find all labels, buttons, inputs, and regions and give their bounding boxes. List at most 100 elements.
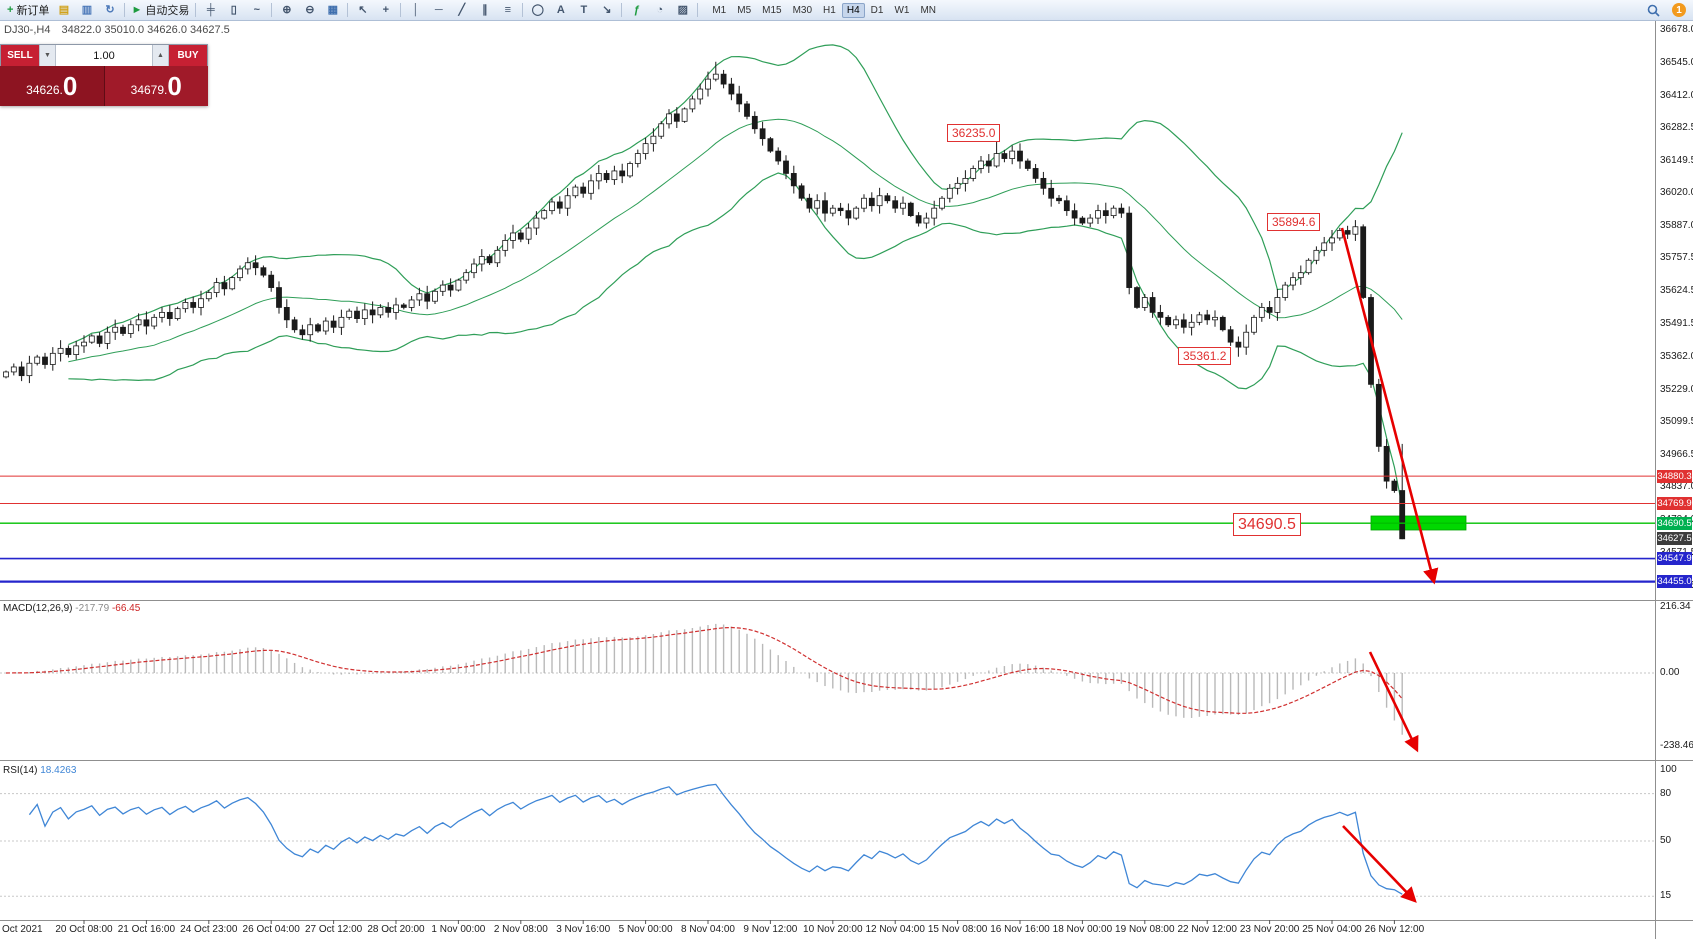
toolbar-divider: [347, 3, 349, 17]
notifications-badge[interactable]: 1: [1672, 3, 1686, 17]
auto-trading-button[interactable]: ► 自动交易: [128, 1, 192, 20]
arrow-tool-icon[interactable]: ↘: [595, 1, 618, 20]
time-axis-label[interactable]: 27 Oct 12:00: [304, 924, 363, 935]
price-annotation-35361.2[interactable]: 35361.2: [1178, 347, 1232, 365]
price-axis-label[interactable]: 35229.0: [1660, 383, 1693, 395]
timeframe-m30[interactable]: M30: [792, 4, 813, 16]
time-axis-label[interactable]: 10 Nov 20:00: [803, 924, 863, 935]
time-axis-label[interactable]: 9 Nov 12:00: [743, 924, 798, 935]
time-axis-label[interactable]: 24 Oct 23:00: [180, 924, 238, 935]
price-axis-label[interactable]: 35362.0: [1660, 350, 1693, 362]
timeframe-m1[interactable]: M1: [712, 4, 727, 16]
toolbar-divider: [195, 3, 197, 17]
indicators-icon[interactable]: ƒ: [625, 1, 648, 20]
time-axis-label[interactable]: 28 Oct 20:00: [367, 924, 425, 935]
timeframe-d1[interactable]: D1: [870, 4, 884, 16]
macd-scale-label[interactable]: 216.34: [1660, 601, 1691, 613]
sell-price[interactable]: 34626. 0: [0, 66, 105, 106]
price-axis-label[interactable]: 36412.0: [1660, 90, 1693, 101]
volume-decrease-button[interactable]: ▼: [39, 45, 56, 66]
timeframe-m5[interactable]: M5: [737, 4, 752, 16]
horizontal-line-icon-glyph: ─: [434, 3, 443, 16]
time-axis-label[interactable]: 2 Nov 08:00: [493, 924, 548, 935]
time-axis-label[interactable]: 26 Oct 04:00: [242, 924, 300, 935]
price-axis-label[interactable]: 35624.5: [1660, 285, 1693, 297]
cursor-icon[interactable]: ↖: [351, 1, 374, 20]
fibonacci-icon[interactable]: ≡: [496, 1, 519, 20]
bar-chart-icon[interactable]: ╪: [199, 1, 222, 20]
price-axis-label[interactable]: 34837.0: [1660, 480, 1693, 492]
bar-chart-icon-glyph: ╪: [206, 3, 215, 16]
time-axis-label[interactable]: 3 Nov 16:00: [556, 924, 611, 935]
trendline-icon[interactable]: ╱: [450, 1, 473, 20]
rsi-scale-label[interactable]: 80: [1660, 787, 1672, 799]
price-annotation-34690.5[interactable]: 34690.5: [1233, 513, 1301, 536]
zoom-out-icon[interactable]: ⊖: [298, 1, 321, 20]
time-axis-label[interactable]: 12 Nov 04:00: [865, 924, 925, 935]
label-icon[interactable]: T: [572, 1, 595, 20]
price-axis-label[interactable]: 36149.5: [1660, 155, 1693, 167]
time-axis-label[interactable]: 23 Nov 20:00: [1239, 924, 1300, 935]
sell-button[interactable]: SELL: [1, 45, 39, 66]
price-axis-label[interactable]: 36282.5: [1660, 122, 1693, 134]
time-axis-label[interactable]: 8 Nov 04:00: [681, 924, 735, 935]
time-axis-label[interactable]: 16 Nov 16:00: [990, 924, 1050, 935]
volume-input[interactable]: [56, 45, 152, 66]
timeframe-h4[interactable]: H4: [841, 2, 865, 18]
deposit-icon[interactable]: ▤: [52, 1, 75, 20]
line-chart-icon[interactable]: ~: [245, 1, 268, 20]
price-axis-label[interactable]: 36678.0: [1660, 24, 1693, 35]
refresh-icon[interactable]: ↻: [98, 1, 121, 20]
shapes-icon[interactable]: ◯: [526, 1, 549, 20]
new-order-button[interactable]: + 新订单: [4, 1, 52, 20]
rsi-scale-label[interactable]: 50: [1660, 835, 1672, 846]
time-axis-label[interactable]: Oct 2021: [2, 924, 43, 935]
rsi-scale-label[interactable]: 100: [1660, 764, 1677, 775]
time-axis-label[interactable]: 26 Nov 12:00: [1364, 924, 1425, 935]
tile-windows-icon[interactable]: ▦: [321, 1, 344, 20]
price-axis-label[interactable]: 35887.0: [1660, 220, 1693, 232]
text-icon[interactable]: A: [549, 1, 572, 20]
macd-scale-label[interactable]: -238.46: [1660, 739, 1693, 751]
price-axis-label[interactable]: 36545.0: [1660, 57, 1693, 68]
price-annotation-35894.6[interactable]: 35894.6: [1267, 213, 1321, 231]
templates-icon-glyph: ▨: [677, 3, 689, 16]
templates-icon[interactable]: ▨: [671, 1, 694, 20]
search-icon[interactable]: [1642, 1, 1665, 20]
rsi-scale-label[interactable]: 15: [1660, 890, 1672, 902]
time-axis-label[interactable]: 19 Nov 08:00: [1115, 924, 1175, 935]
macd-scale-label[interactable]: 0.00: [1660, 667, 1680, 678]
price-axis-label[interactable]: 35491.5: [1660, 318, 1693, 330]
price-axis-label[interactable]: 35757.5: [1660, 252, 1693, 264]
time-axis-label[interactable]: 5 Nov 00:00: [618, 924, 673, 935]
periods-icon[interactable]: ◔: [648, 1, 671, 20]
timeframe-h1[interactable]: H1: [823, 4, 836, 16]
time-axis-label[interactable]: 20 Oct 08:00: [55, 924, 113, 935]
time-axis-label[interactable]: 18 Nov 00:00: [1052, 924, 1113, 935]
vertical-line-icon[interactable]: │: [404, 1, 427, 20]
timeframe-m15[interactable]: M15: [762, 4, 782, 16]
timeframe-mn[interactable]: MN: [920, 4, 936, 16]
buy-button[interactable]: BUY: [169, 45, 207, 66]
arrow-tool-icon-glyph: ↘: [602, 3, 612, 16]
channel-icon[interactable]: ∥: [473, 1, 496, 20]
price-axis-label[interactable]: 34966.5: [1660, 448, 1693, 460]
time-axis-label[interactable]: 21 Oct 16:00: [117, 924, 176, 935]
candlestick-chart-icon[interactable]: ▯: [222, 1, 245, 20]
reports-icon[interactable]: ▥: [75, 1, 98, 20]
crosshair-icon[interactable]: +: [374, 1, 397, 20]
time-axis-label[interactable]: 1 Nov 00:00: [431, 924, 486, 935]
timeframe-w1[interactable]: W1: [894, 4, 910, 16]
buy-price[interactable]: 34679. 0: [104, 66, 208, 106]
time-axis-label[interactable]: 15 Nov 08:00: [927, 924, 988, 935]
line-chart-icon-glyph: ~: [253, 3, 261, 16]
time-axis-label[interactable]: 22 Nov 12:00: [1177, 924, 1237, 935]
time-axis-label[interactable]: 25 Nov 04:00: [1302, 924, 1362, 935]
price-annotation-36235.0[interactable]: 36235.0: [947, 124, 1001, 142]
volume-increase-button[interactable]: ▲: [152, 45, 169, 66]
price-axis-label[interactable]: 35099.5: [1660, 415, 1693, 427]
horizontal-line-icon[interactable]: ─: [427, 1, 450, 20]
price-axis-label[interactable]: 36020.0: [1660, 187, 1693, 199]
zoom-in-icon[interactable]: ⊕: [275, 1, 298, 20]
